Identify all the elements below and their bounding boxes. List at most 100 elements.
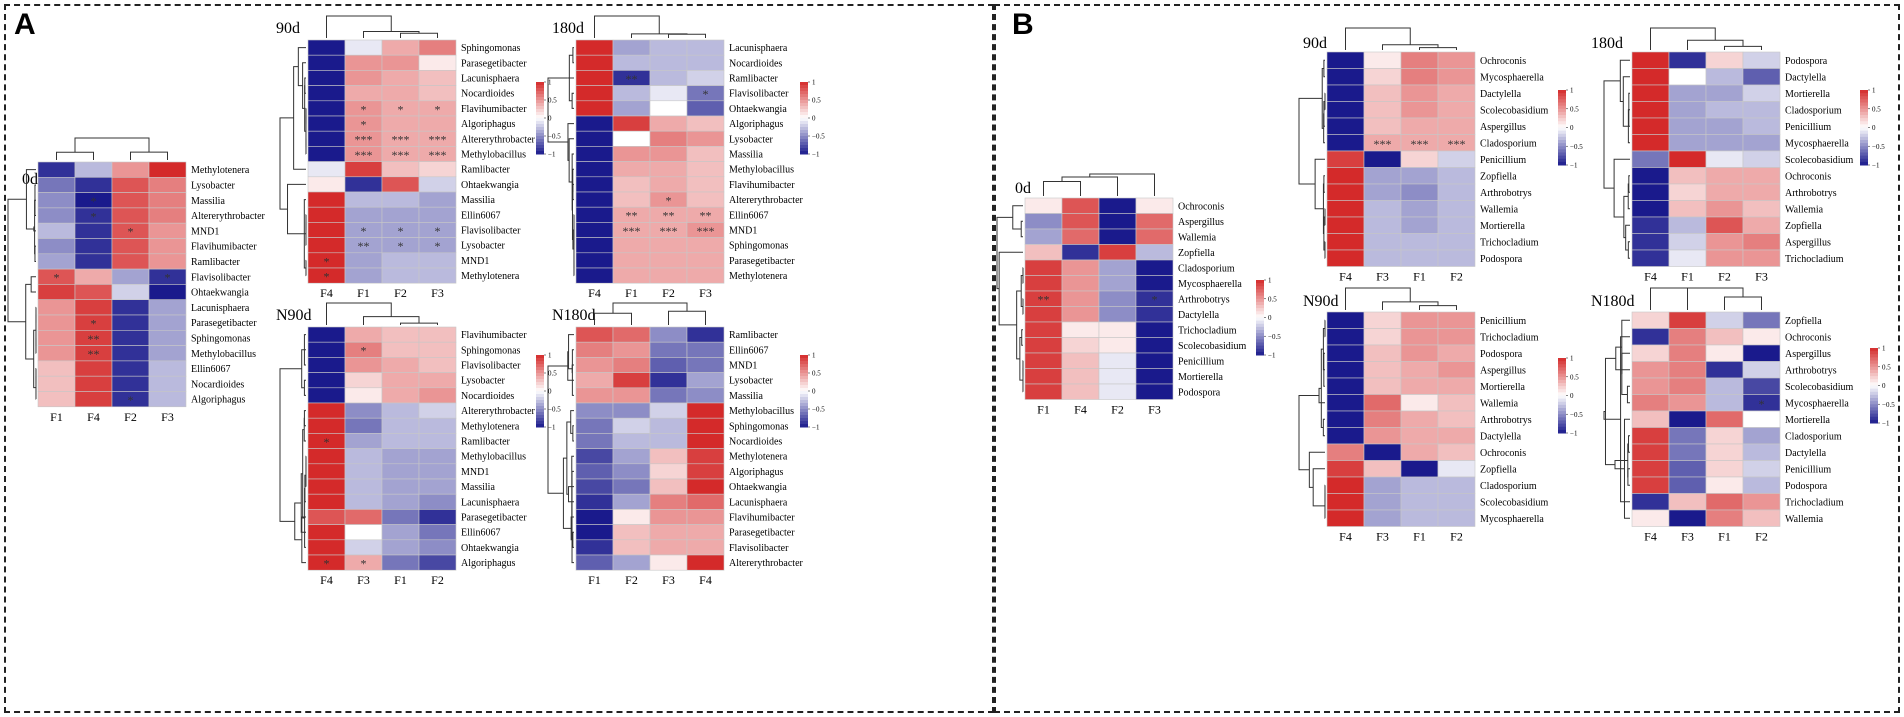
heatmap-b-90d-column-dendrogram-branch — [1419, 47, 1457, 50]
heatmap-b-90d-cell — [1400, 200, 1439, 218]
heatmap-a-90d-legend-swatch — [536, 121, 544, 125]
heatmap-b-0d-column-label: F4 — [1074, 403, 1087, 417]
heatmap-b-90d-cell — [1363, 117, 1402, 135]
heatmap-a-n180d-cell — [686, 326, 725, 343]
heatmap-a-n90d-row-label: Parasegetibacter — [461, 513, 527, 524]
heatmap-b-n180d-cell — [1631, 311, 1670, 329]
heatmap-a-180d-cell — [575, 85, 614, 102]
heatmap-a-180d-cell — [649, 85, 688, 102]
heatmap-b-n90d-cell — [1437, 443, 1476, 461]
heatmap-a-n90d-legend-swatch — [536, 373, 544, 377]
heatmap-b-n90d-cell — [1400, 460, 1439, 478]
heatmap-a-90d-legend-swatch — [536, 139, 544, 143]
heatmap-a-90d-legend-swatch — [536, 133, 544, 137]
heatmap-a-0d-cell — [148, 284, 187, 300]
heatmap-a-90d-legend-swatch — [536, 82, 544, 86]
heatmap-b-0d-cell — [1135, 213, 1174, 230]
heatmap-b-180d-cell — [1742, 233, 1781, 251]
heatmap-b-180d-legend-swatch — [1860, 105, 1868, 110]
heatmap-b-180d-legend-swatch — [1860, 130, 1868, 135]
heatmap-a-0d-cell — [74, 360, 113, 377]
heatmap-b-90d-cell — [1437, 233, 1476, 251]
heatmap-b-n90d-legend-swatch — [1558, 358, 1566, 362]
heatmap-a-n180d-cell — [649, 493, 688, 510]
heatmap-a-n180d-column-label: F4 — [699, 573, 712, 587]
heatmap-b-0d-row-label: Wallemia — [1178, 232, 1217, 243]
heatmap-a-n90d-row-label: Flavisolibacter — [461, 361, 521, 372]
heatmap-b-n180d-cell — [1705, 427, 1744, 445]
heatmap-a-n180d-legend-swatch — [800, 358, 808, 362]
heatmap-b-180d-legend-swatch — [1860, 115, 1868, 119]
heatmap-a-180d-cell — [612, 237, 651, 254]
heatmap-b-0d-cell — [1098, 368, 1137, 385]
heatmap-b-n90d-row-dendrogram-branch — [1308, 451, 1325, 488]
heatmap-a-0d-column-label: F1 — [50, 410, 63, 424]
heatmap-b-90d-legend-swatch — [1558, 105, 1566, 110]
heatmap-a-0d-row-label: Methylotenera — [191, 165, 250, 176]
heatmap-b-n90d-cell — [1437, 377, 1476, 395]
heatmap-a-n180d-row-label: Parasegetibacter — [729, 528, 795, 539]
heatmap-a-n90d-cell — [381, 524, 420, 541]
heatmap-b-n180d-title: N180d — [1591, 293, 1635, 310]
heatmap-b-90d-cell — [1363, 167, 1402, 185]
heatmap-b-0d-legend-swatch — [1256, 280, 1264, 284]
heatmap-b-180d-cell — [1631, 233, 1670, 251]
panel-b-frame — [994, 4, 1900, 713]
heatmap-a-90d-significance-mark: * — [361, 102, 367, 116]
heatmap-b-90d-legend-swatch — [1558, 161, 1566, 166]
heatmap-b-n90d-cell — [1437, 361, 1476, 379]
heatmap-a-n90d-legend-swatch — [536, 400, 544, 404]
heatmap-b-90d-cell — [1437, 216, 1476, 234]
heatmap-a-n180d-cell — [686, 402, 725, 419]
heatmap-b-0d-cell — [1024, 352, 1063, 369]
heatmap-a-90d-column-label: F3 — [431, 286, 444, 300]
heatmap-b-n180d-cell — [1668, 410, 1707, 428]
heatmap-b-180d-cell — [1668, 249, 1707, 267]
heatmap-b-180d-column-label: F2 — [1718, 270, 1731, 284]
heatmap-b-90d-legend-swatch — [1558, 111, 1566, 116]
heatmap-b-0d-legend-swatch — [1256, 289, 1264, 293]
heatmap-a-n180d-cell — [612, 493, 651, 510]
heatmap-a-180d-row-label: Ellin6067 — [729, 210, 768, 221]
heatmap-a-n90d-column-label: F4 — [320, 573, 333, 587]
heatmap-a-0d-cell — [111, 284, 150, 300]
heatmap-b-0d-row-label: Scolecobasidium — [1178, 341, 1247, 352]
heatmap-b-0d-cell — [1098, 352, 1137, 369]
heatmap-a-n180d-row-label: Flavisolibacter — [729, 543, 789, 554]
heatmap-b-n180d-row-label: Mortierella — [1785, 415, 1831, 426]
heatmap-b-180d-cell — [1668, 183, 1707, 201]
heatmap-b-90d-cell — [1326, 233, 1365, 251]
heatmap-a-n90d-row-dendrogram-branch — [294, 502, 302, 541]
heatmap-a-0d-cell — [111, 161, 150, 178]
heatmap-b-180d-legend-swatch — [1860, 121, 1868, 125]
heatmap-b-0d-legend-swatch — [1256, 339, 1264, 343]
heatmap-a-n180d-legend-swatch — [800, 388, 808, 392]
heatmap-b-n180d-legend-swatch — [1870, 385, 1878, 390]
heatmap-a-0d-row-label: Ramlibacter — [191, 257, 241, 268]
heatmap-a-180d-significance-mark: ** — [700, 209, 712, 223]
heatmap-a-90d-cell — [418, 252, 457, 269]
heatmap-a-0d-significance-mark: * — [91, 317, 97, 331]
heatmap-a-90d-significance-mark: * — [324, 269, 330, 283]
heatmap-a-180d-cell — [612, 161, 651, 178]
heatmap-b-n180d-row-dendrogram-branch — [1621, 352, 1630, 395]
panel-a-frame — [4, 4, 994, 713]
heatmap-b-n90d-column-label: F3 — [1376, 530, 1389, 544]
heatmap-b-n90d-cell — [1437, 311, 1476, 329]
heatmap-a-n180d-legend-swatch — [800, 367, 808, 371]
heatmap-a-n180d-cell — [612, 463, 651, 480]
heatmap-a-0d-cell — [111, 299, 150, 316]
heatmap-b-90d-row-dendrogram-branch — [1321, 68, 1324, 129]
heatmap-a-0d-row-label: Ohtaekwangia — [191, 288, 249, 299]
heatmap-a-180d-cell — [686, 161, 725, 178]
heatmap-b-180d-row-label: Ochroconis — [1785, 171, 1831, 182]
heatmap-b-n90d-legend-swatch — [1558, 383, 1566, 387]
heatmap-b-0d-column-label: F1 — [1037, 403, 1050, 417]
heatmap-a-n180d-column-dendrogram-branch — [668, 310, 706, 325]
panel-a-label: A — [14, 8, 36, 41]
heatmap-a-180d-row-label: Methylobacillus — [729, 165, 794, 176]
heatmap-a-n90d-cell — [344, 326, 383, 343]
heatmap-a-0d-cell — [111, 238, 150, 255]
heatmap-a-180d-legend-swatch — [800, 139, 808, 143]
heatmap-b-180d-column-label: F3 — [1755, 270, 1768, 284]
